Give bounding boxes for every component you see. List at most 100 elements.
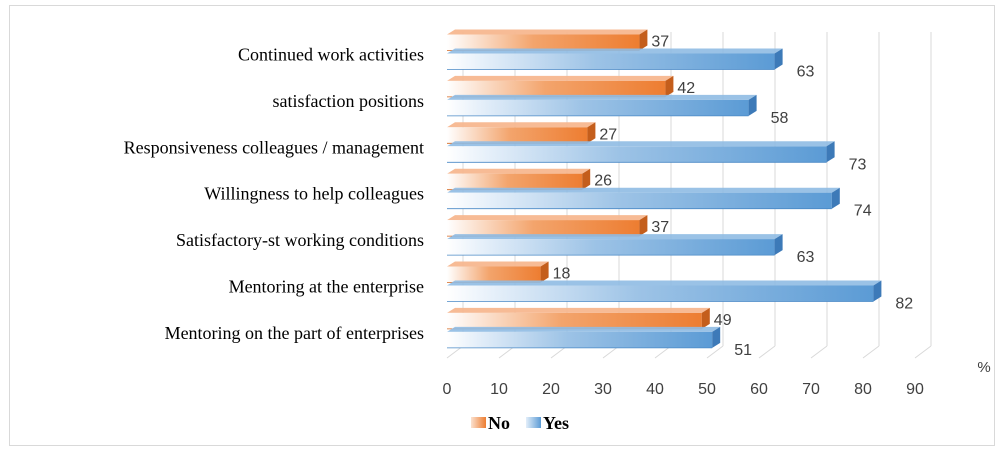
bar-top-face (447, 141, 835, 147)
bar-yes (447, 48, 783, 70)
bar-side-face (665, 75, 674, 97)
bar-yes (447, 94, 757, 117)
bar-yes (447, 234, 783, 256)
bar-front-face (447, 331, 713, 348)
data-label: 58 (771, 110, 789, 127)
bar-side-face (639, 29, 648, 51)
category-label: Satisfactory-st working conditions (176, 230, 424, 250)
category-labels: Continued work activities satisfaction po… (124, 45, 424, 343)
x-tick-label: 70 (802, 381, 820, 398)
gridline-floor (706, 345, 724, 359)
gridline-floor (862, 345, 880, 359)
legend-swatch (526, 417, 541, 428)
bar-front-face (447, 266, 541, 283)
data-label: 26 (594, 173, 612, 190)
x-tick-label: 50 (698, 381, 716, 398)
x-tick-label: 60 (750, 381, 768, 398)
bar-top-face (447, 29, 648, 35)
bar-side-face (831, 187, 840, 209)
bar-top-face (447, 326, 721, 332)
bar-side-face (712, 326, 721, 348)
bar-yes (447, 280, 882, 302)
bar-top-face (447, 48, 783, 54)
bar-front-face (447, 192, 832, 209)
bar-no (447, 307, 710, 330)
bar-front-face (447, 80, 666, 97)
bar-yes (447, 187, 840, 210)
data-label: 82 (895, 296, 913, 313)
bar-front-face (447, 173, 583, 190)
category-label: satisfaction positions (273, 91, 425, 111)
bar-no (447, 168, 591, 191)
bar-side-face (774, 234, 783, 256)
bar-side-face (774, 48, 783, 70)
bar-top-face (447, 75, 674, 81)
data-label: 42 (677, 80, 695, 97)
data-label: 73 (849, 156, 867, 173)
category-label: Mentoring on the part of enterprises (165, 323, 424, 343)
axis-unit-label: % (977, 359, 990, 376)
data-label: 18 (553, 266, 571, 283)
bar-side-face (873, 280, 882, 302)
legend-item-yes: Yes (526, 413, 569, 433)
bar-top-face (447, 234, 783, 240)
bar-front-face (447, 239, 775, 256)
bar-top-face (447, 94, 757, 100)
bar-no (447, 122, 596, 144)
bar-top-face (447, 168, 591, 174)
bar-no (447, 261, 549, 283)
bar-front-face (447, 53, 775, 70)
x-tick-label: 40 (646, 381, 664, 398)
category-label: Continued work activities (238, 45, 424, 65)
bar-yes (447, 326, 721, 349)
data-label: 51 (734, 342, 752, 359)
category-label: Mentoring at the enterprise (229, 277, 424, 297)
bar-front-face (447, 220, 640, 237)
bar-front-face (447, 99, 749, 116)
legend-label: No (488, 413, 510, 433)
bar-side-face (540, 261, 549, 283)
category-label: Willingness to help colleagues (204, 184, 424, 204)
bar-top-face (447, 122, 596, 128)
category-label: Responsiveness colleagues / management (124, 137, 424, 157)
legend-label: Yes (543, 413, 569, 433)
bar-top-face (447, 187, 840, 193)
gridline-floor (758, 345, 776, 359)
data-label: 27 (599, 126, 617, 143)
bar-top-face (447, 280, 882, 286)
x-tick-label: 10 (490, 381, 508, 398)
bar-side-face (582, 168, 591, 190)
bar-yes (447, 141, 835, 163)
x-axis-ticks: 0 10 20 30 40 50 60 70 80 90 (443, 381, 924, 398)
bar-front-face (447, 34, 640, 51)
legend-item-no: No (471, 413, 510, 433)
chart-frame (9, 5, 995, 446)
gridline-floor (914, 345, 932, 359)
bar-side-face (587, 122, 596, 144)
bar-side-face (826, 141, 835, 163)
legend-swatch (471, 417, 486, 428)
x-tick-label: 20 (542, 381, 560, 398)
x-tick-label: 30 (594, 381, 612, 398)
bar-side-face (748, 94, 757, 116)
gridline-floor (810, 345, 828, 359)
data-label: 49 (714, 312, 732, 329)
bar-front-face (447, 285, 874, 302)
bar-front-face (447, 127, 588, 144)
bar-side-face (701, 307, 710, 329)
data-label: 37 (651, 219, 669, 236)
x-tick-label: 80 (854, 381, 872, 398)
bar-layer (447, 29, 882, 349)
bar-no (447, 29, 648, 51)
data-label: 37 (651, 34, 669, 51)
bar-no (447, 75, 674, 98)
x-tick-label: 0 (443, 381, 452, 398)
bar-no (447, 215, 648, 237)
x-tick-label: 90 (906, 381, 924, 398)
legend: No Yes (471, 413, 569, 433)
bar-front-face (447, 146, 827, 163)
bar-top-face (447, 261, 549, 267)
data-label: 63 (797, 64, 815, 81)
